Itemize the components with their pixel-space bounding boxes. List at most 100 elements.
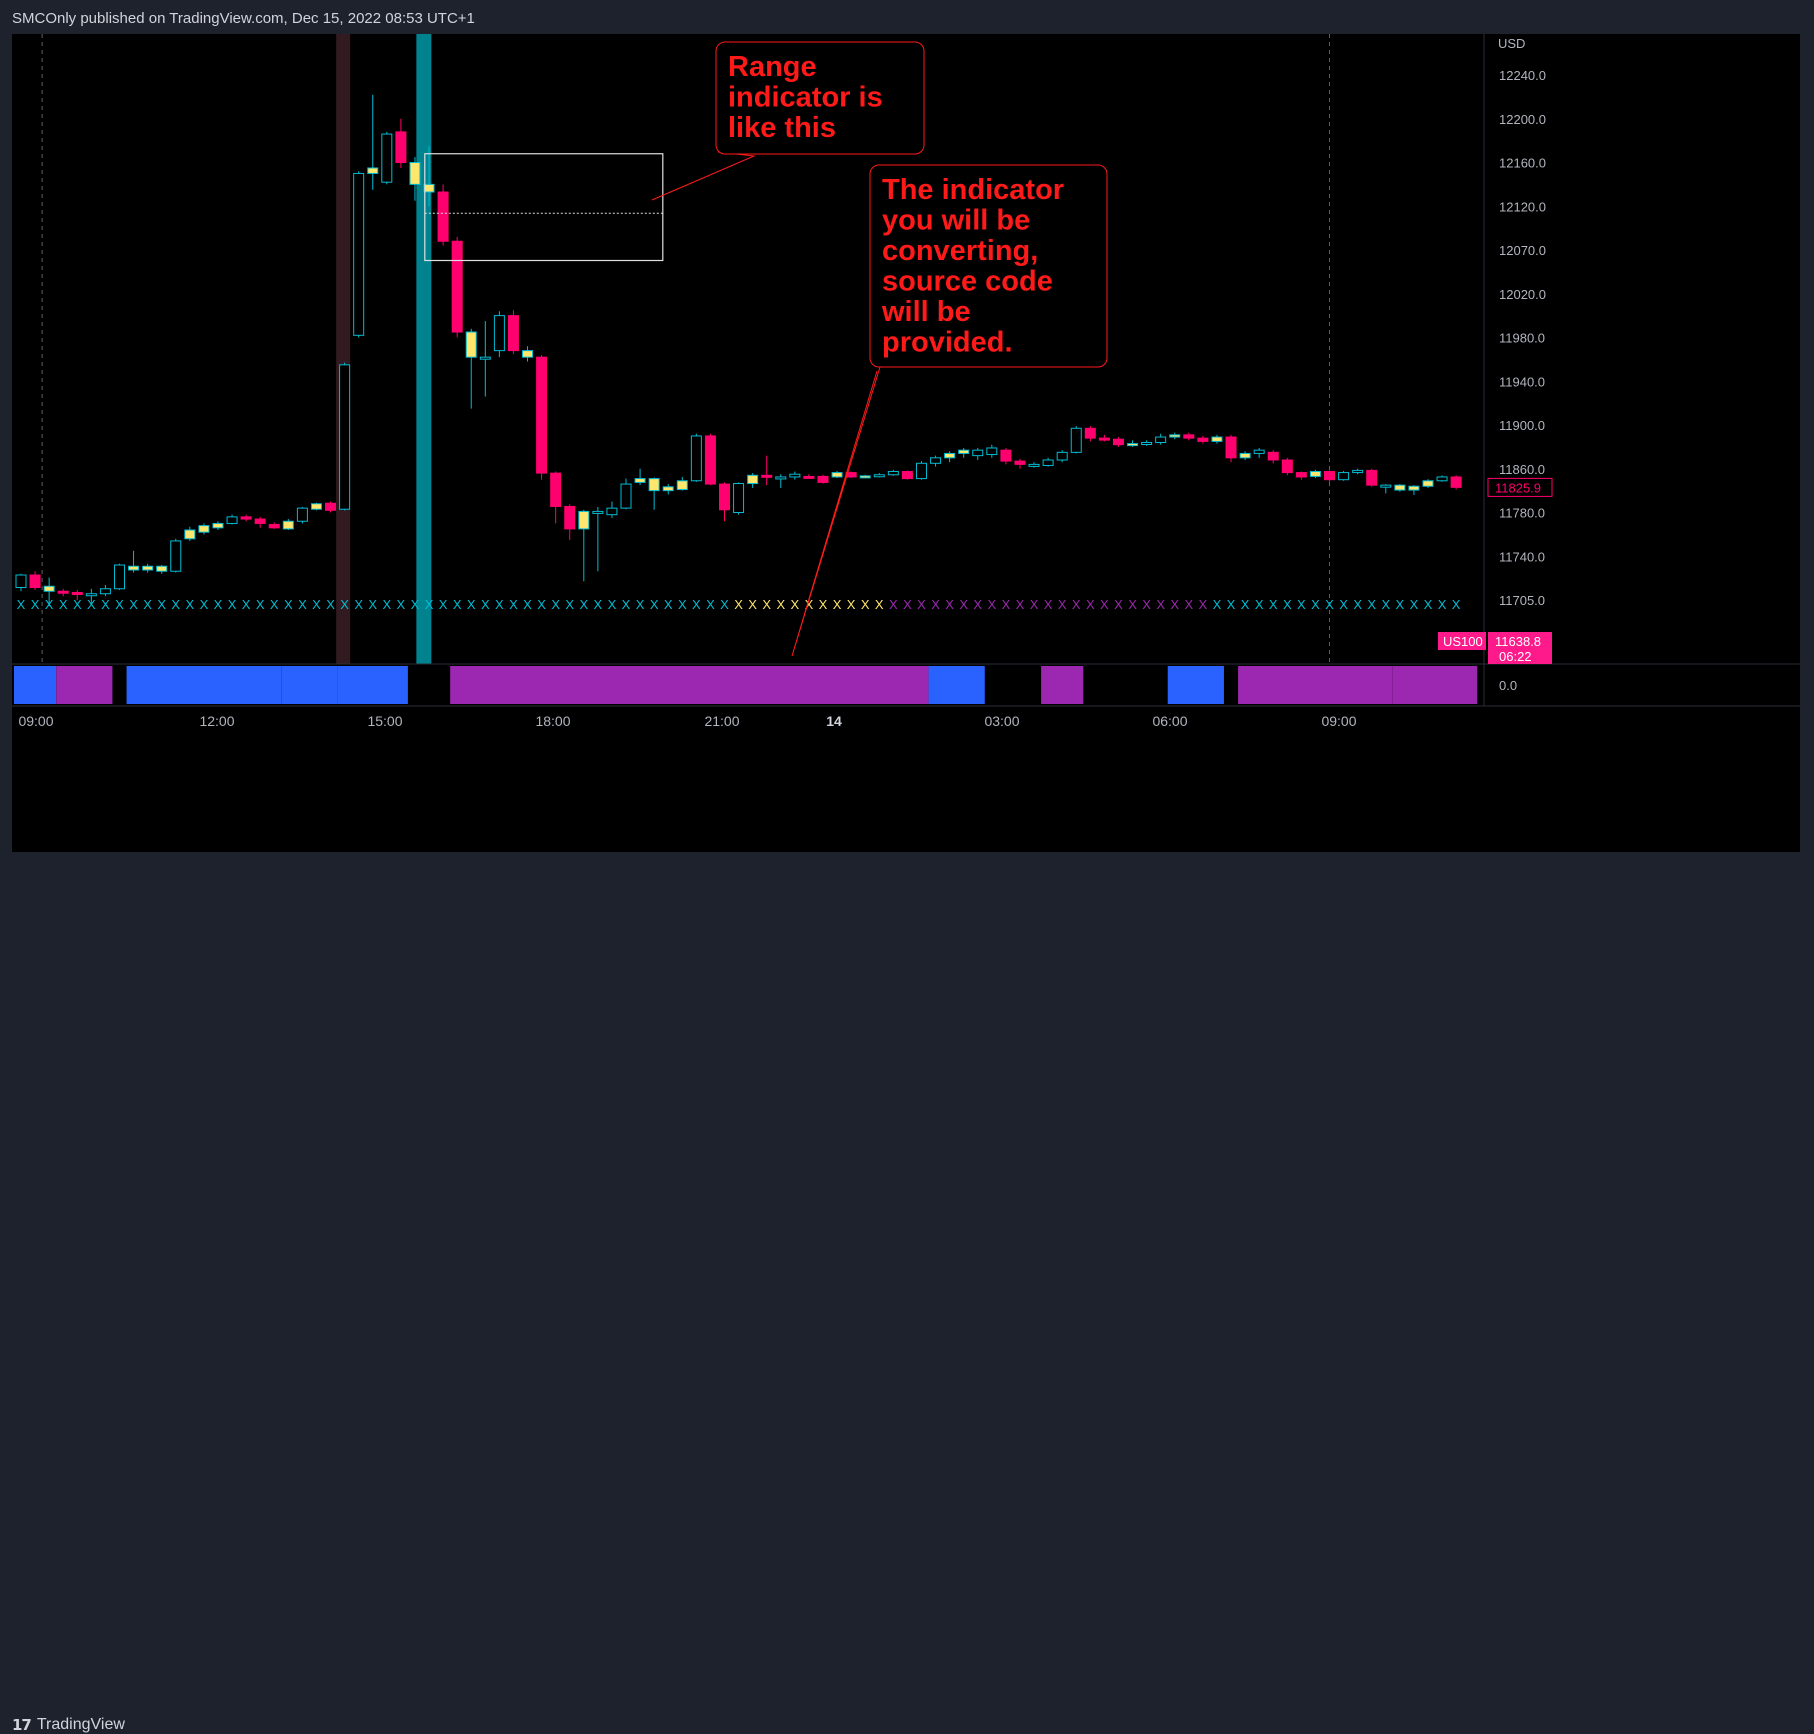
candle: [1267, 450, 1279, 464]
candle-body: [704, 435, 716, 485]
x-marker: X: [565, 597, 574, 612]
candle-body: [128, 565, 140, 571]
x-marker: X: [889, 597, 898, 612]
candle: [1084, 426, 1096, 442]
x-marker: X: [762, 597, 771, 612]
candle: [789, 471, 801, 480]
x-tick-label: 12:00: [199, 713, 234, 729]
candle-body: [1112, 438, 1124, 446]
y-tick-label: 11780.0: [1499, 506, 1545, 521]
axis-layer: USD 12240.0 12200.0 12160.0 12120.0 12070.0 12…: [12, 34, 1800, 729]
candle-body: [29, 574, 41, 588]
candle-body: [395, 131, 407, 163]
candle: [254, 516, 266, 528]
candle: [367, 94, 379, 190]
candle-body: [493, 315, 505, 352]
candle-body: [592, 510, 604, 514]
candle-body: [1169, 434, 1181, 438]
candle: [704, 433, 716, 486]
candle: [1098, 434, 1110, 442]
candle: [240, 514, 252, 522]
candle: [1197, 435, 1209, 444]
x-marker: X: [1100, 597, 1109, 612]
x-marker: X: [1016, 597, 1025, 612]
candle: [381, 131, 393, 185]
candle: [1155, 433, 1167, 445]
regime-bar: [928, 666, 985, 704]
candle: [1056, 450, 1068, 463]
y-tick-label: 12070.0: [1499, 243, 1546, 258]
x-marker: X: [1170, 597, 1179, 612]
candle: [353, 171, 365, 338]
x-marker: X: [903, 597, 912, 612]
candle-body: [831, 472, 843, 478]
tradingview-logo[interactable]: 17 TradingView: [12, 1716, 125, 1734]
candle-body: [170, 540, 182, 572]
x-marker: X: [622, 597, 631, 612]
candle: [522, 346, 534, 362]
tradingview-logo-icon: 17: [12, 1716, 32, 1734]
session-shade: [336, 34, 351, 664]
candle-body: [184, 529, 196, 540]
candle-body: [451, 240, 463, 333]
candle: [958, 447, 970, 458]
currency-label: USD: [1498, 36, 1525, 51]
candle: [662, 484, 674, 495]
x-marker: X: [664, 597, 673, 612]
candle-body: [254, 518, 266, 524]
candle: [620, 478, 632, 510]
candle: [1112, 437, 1124, 447]
candle: [578, 509, 590, 582]
candle-body: [1366, 469, 1378, 486]
x-marker: X: [608, 597, 617, 612]
candle-body: [676, 480, 688, 491]
candle-body: [282, 520, 294, 530]
x-marker: X: [157, 597, 166, 612]
candle: [1141, 440, 1153, 446]
x-marker: X: [537, 597, 546, 612]
regime-bar: [56, 666, 113, 704]
candle-body: [43, 585, 55, 592]
candle: [1211, 434, 1223, 444]
candle: [1394, 484, 1406, 492]
x-marker: X: [411, 597, 420, 612]
candle-body: [240, 516, 252, 520]
candle: [761, 455, 773, 486]
candle-body: [550, 472, 562, 507]
x-marker: X: [31, 597, 40, 612]
x-marker: X: [186, 597, 195, 612]
x-marker: X: [1156, 597, 1165, 612]
top-bar: SMCOnly published on TradingView.com, De…: [0, 0, 1814, 34]
candle: [972, 447, 984, 460]
candle-body: [733, 483, 745, 513]
candle: [1422, 479, 1434, 488]
x-marker: X: [143, 597, 152, 612]
x-marker: X: [692, 597, 701, 612]
candle-body: [1084, 427, 1096, 439]
candle: [325, 501, 337, 513]
candle-body: [1141, 442, 1153, 445]
candle-body: [1352, 469, 1364, 474]
candle-body: [606, 507, 618, 516]
x-marker: X: [397, 597, 406, 612]
x-marker: X: [973, 597, 982, 612]
x-tick-label: 15:00: [367, 713, 402, 729]
candle-body: [873, 474, 885, 478]
candle-body: [817, 475, 829, 483]
candle: [536, 355, 548, 480]
candle-body: [901, 470, 913, 480]
callout-text: will be: [881, 296, 971, 328]
candle-body: [578, 510, 590, 530]
candle-body: [15, 574, 27, 588]
candle-body: [662, 486, 674, 492]
highlight-column: [416, 34, 432, 664]
x-marker: X: [87, 597, 96, 612]
candle: [944, 451, 956, 463]
x-tick-label: 03:00: [984, 713, 1019, 729]
candle: [1225, 434, 1237, 463]
callout-box: [715, 41, 925, 155]
candle: [1352, 468, 1364, 475]
candle: [564, 504, 576, 540]
